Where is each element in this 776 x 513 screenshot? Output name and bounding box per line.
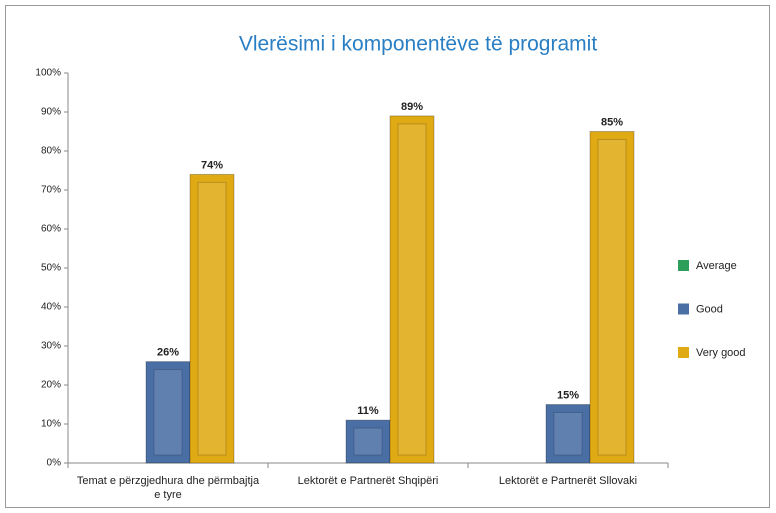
y-tick-label: 30% xyxy=(41,341,61,352)
chart-border xyxy=(5,5,770,508)
legend-swatch xyxy=(678,347,689,358)
y-tick-label: 90% xyxy=(41,107,61,118)
data-label: 15% xyxy=(557,389,579,401)
chart-title: Vlerësimi i komponentëve të programit xyxy=(239,33,597,56)
bar xyxy=(389,115,435,464)
bar-bevel xyxy=(197,181,227,456)
data-label: 74% xyxy=(201,159,223,171)
x-tick-label: Temat e përzgjedhura dhe përmbajtja e ty… xyxy=(76,475,260,501)
y-tick-label: 10% xyxy=(41,419,61,430)
x-tick-label: Lektorët e Partnerët Shqipëri xyxy=(297,475,439,487)
y-tick-label: 40% xyxy=(41,302,61,313)
data-label: 89% xyxy=(401,101,423,113)
y-tick-label: 70% xyxy=(41,185,61,196)
bar-bevel xyxy=(397,123,427,456)
bar xyxy=(545,404,591,464)
data-label: 85% xyxy=(601,116,623,128)
y-tick-label: 60% xyxy=(41,224,61,235)
legend-label: Good xyxy=(696,303,723,315)
y-tick-label: 0% xyxy=(47,458,62,469)
bar-bevel xyxy=(553,412,583,456)
data-label: 26% xyxy=(157,347,179,359)
legend-swatch xyxy=(678,260,689,271)
legend-swatch xyxy=(678,303,689,315)
legend-label: Very good xyxy=(696,347,746,359)
legend-label: Average xyxy=(696,260,737,272)
y-tick-label: 50% xyxy=(41,263,61,274)
data-label: 11% xyxy=(357,405,379,417)
x-tick-label: Lektorët e Partnerët Sllovaki xyxy=(498,475,638,487)
y-tick-label: 100% xyxy=(35,68,61,79)
bar-bevel xyxy=(597,139,627,456)
bar xyxy=(189,173,235,464)
y-tick-label: 80% xyxy=(41,146,61,157)
bar xyxy=(589,131,635,464)
bar-bevel xyxy=(353,427,383,456)
y-tick-label: 20% xyxy=(41,380,61,391)
bar-bevel xyxy=(153,369,183,456)
